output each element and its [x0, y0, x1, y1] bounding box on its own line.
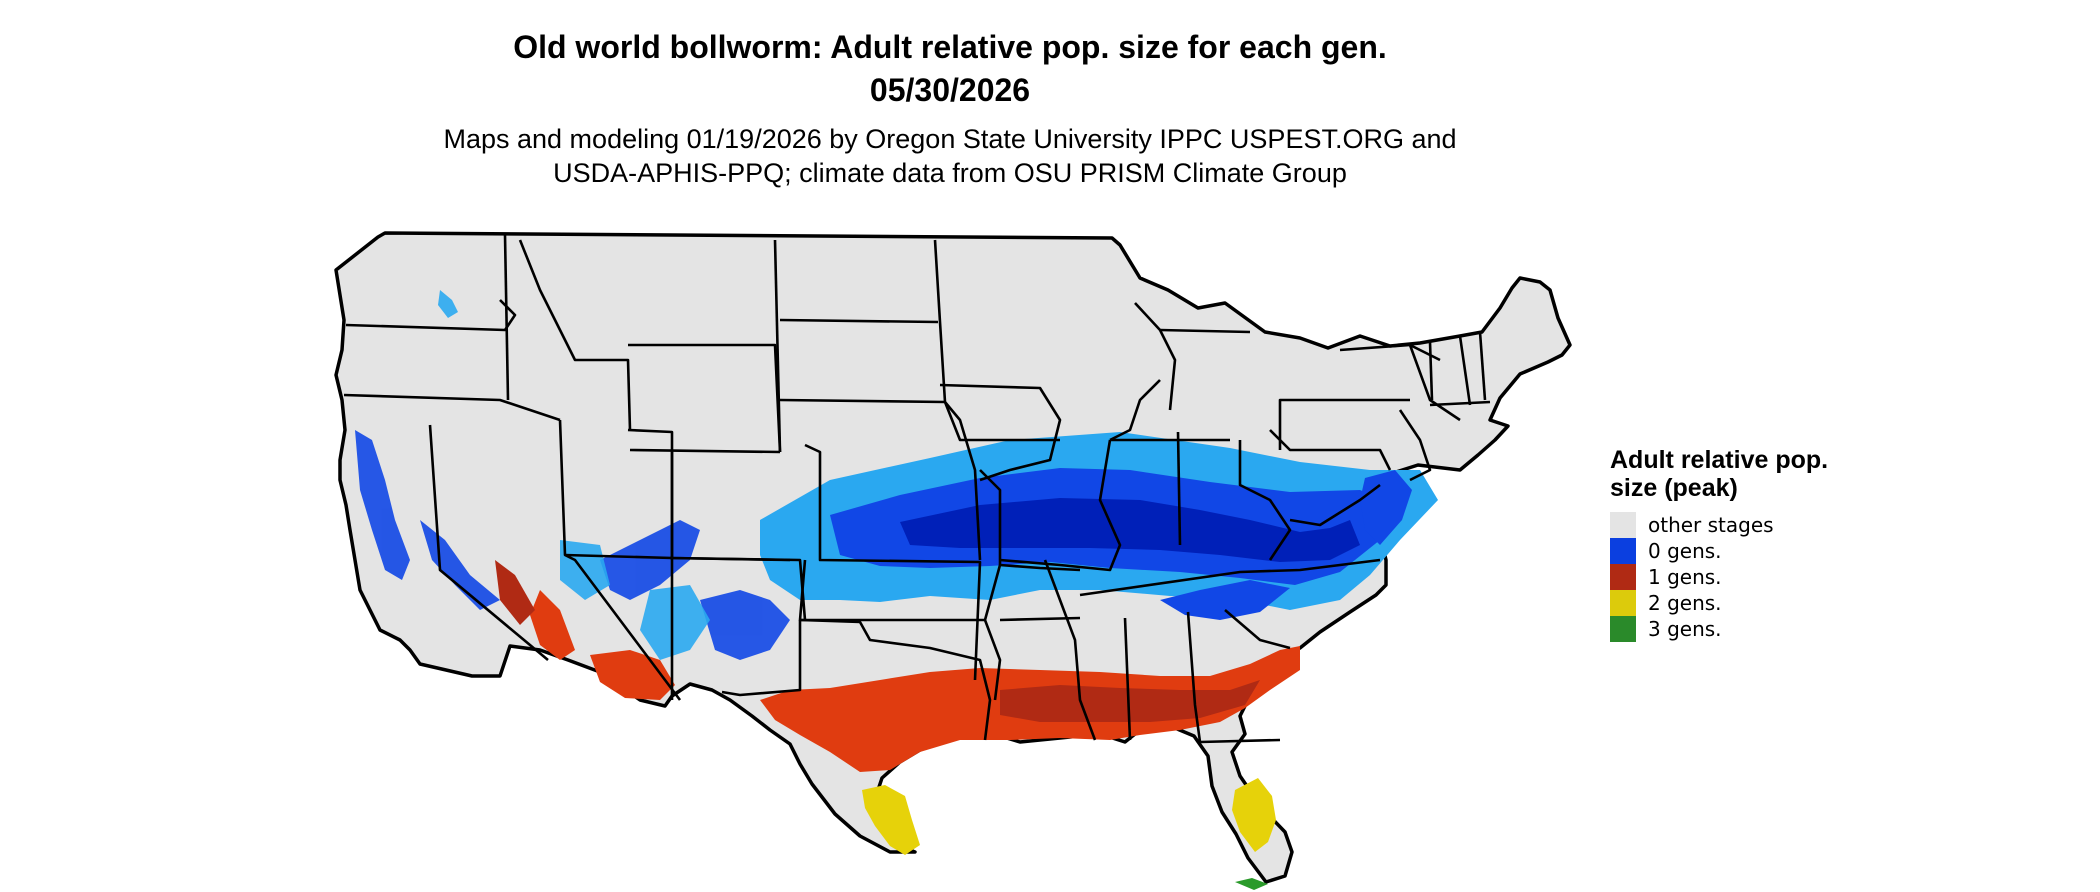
map-title-date: 05/30/2026: [869, 72, 1031, 108]
legend-title: Adult relative pop. size (peak): [1610, 446, 1829, 502]
legend-label: other stages: [1648, 513, 1774, 537]
zone-1gens-southwest: [530, 590, 575, 660]
legend-item: 1 gens.: [1610, 564, 1830, 590]
zone-1gens-arizona: [590, 650, 675, 700]
legend-swatch: [1610, 590, 1636, 616]
state-boundaries: [343, 234, 1491, 744]
legend-items: other stages 0 gens. 1 gens. 2 gens. 3 gens.: [1610, 512, 1830, 642]
zone-0gens-west: [355, 430, 790, 660]
zone-0gens-appalachian: [1160, 580, 1290, 620]
map-subtitle-line2: USDA-APHIS-PPQ; climate data from OSU PR…: [553, 158, 1347, 188]
legend-swatch: [1610, 512, 1636, 538]
map-subtitle-line1: Maps and modeling 01/19/2026 by Oregon S…: [443, 124, 1457, 154]
legend-swatch: [1610, 564, 1636, 590]
zone-1gens-nevada: [495, 560, 535, 625]
map-title-line1: Old world bollworm: Adult relative pop. …: [513, 29, 1387, 65]
legend-label: 3 gens.: [1648, 617, 1722, 641]
zone-0gens-central-dark: [900, 498, 1360, 562]
legend-swatch: [1610, 538, 1636, 564]
map-title: Old world bollworm: Adult relative pop. …: [0, 26, 1900, 112]
legend: Adult relative pop. size (peak) other st…: [1610, 446, 1830, 642]
legend-label: 1 gens.: [1648, 565, 1722, 589]
legend-label: 2 gens.: [1648, 591, 1722, 615]
legend-item: 3 gens.: [1610, 616, 1830, 642]
zone-2gens-texas: [862, 785, 920, 855]
legend-item: 0 gens.: [1610, 538, 1830, 564]
map-subtitle: Maps and modeling 01/19/2026 by Oregon S…: [0, 122, 1900, 190]
zone-3gens-florida-keys: [1235, 878, 1268, 890]
legend-item: 2 gens.: [1610, 590, 1830, 616]
legend-swatch: [1610, 616, 1636, 642]
legend-label: 0 gens.: [1648, 539, 1722, 563]
legend-item: other stages: [1610, 512, 1830, 538]
zone-2gens-florida: [1232, 778, 1276, 852]
